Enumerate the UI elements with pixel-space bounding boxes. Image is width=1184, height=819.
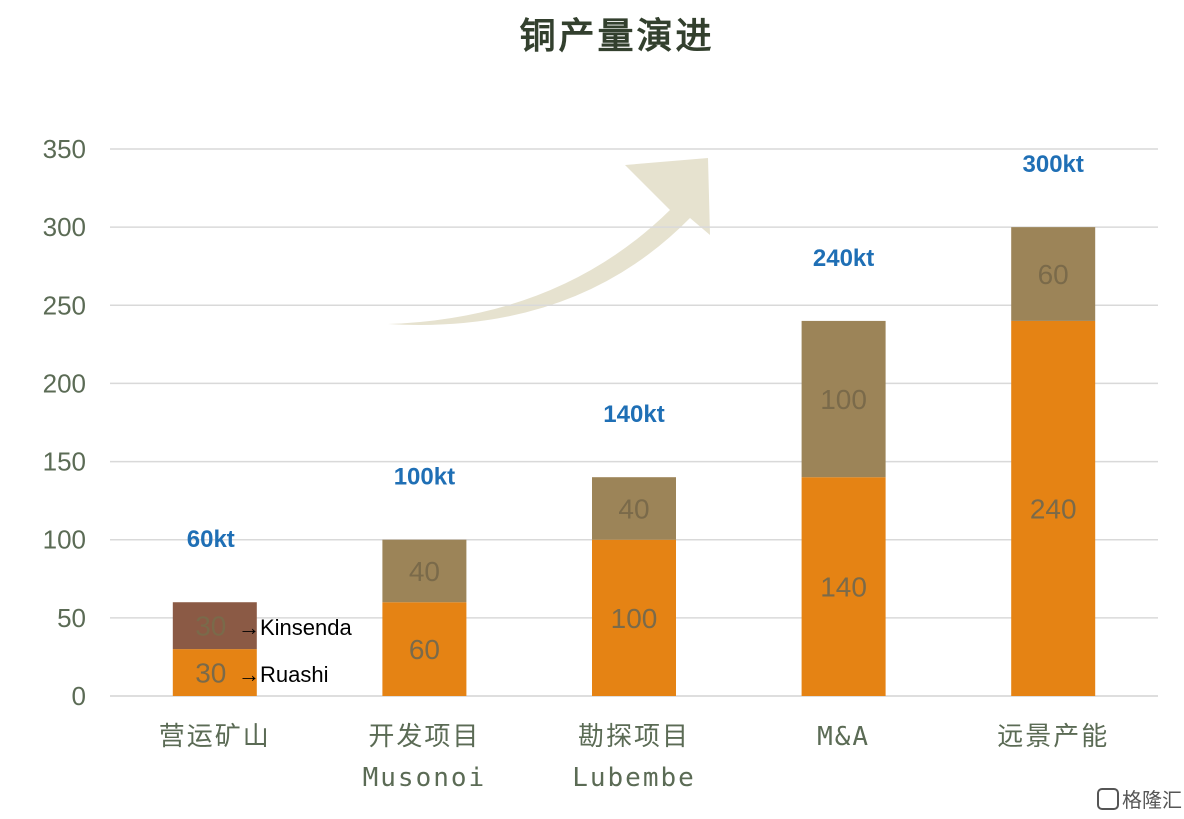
growth-arrow <box>388 158 710 325</box>
bar-segment-top <box>1011 227 1096 321</box>
y-axis-labels: 0 50 100 150 200 250 300 350 <box>43 134 86 711</box>
y-tick-label: 250 <box>43 290 86 320</box>
bar-labels: 30 30 60kt 60 40 100kt 100 40 140kt 140 100 240kt 24… <box>187 151 1084 688</box>
y-tick-label: 300 <box>43 212 86 242</box>
total-label: 300kt <box>1023 151 1084 178</box>
bar-segment-bottom <box>1011 320 1096 696</box>
bars <box>172 227 1096 696</box>
bar-segment-top <box>801 320 886 478</box>
segment-value-label: 100 <box>820 384 867 415</box>
bar-segment-bottom <box>172 649 257 696</box>
category-labels: 营运矿山 开发项目 Musonoi 勘探项目 Lubembe M&A 远景产能 <box>159 722 1109 793</box>
segment-value-label: 100 <box>611 603 658 634</box>
category-label: 营运矿山 <box>159 722 271 752</box>
segment-value-label: 60 <box>1038 259 1069 290</box>
segment-value-label: 40 <box>409 556 440 587</box>
y-tick-label: 0 <box>72 681 86 711</box>
segment-value-label: 240 <box>1030 493 1077 524</box>
bar-segment-top <box>592 477 676 540</box>
watermark-text: 格隆汇 <box>1122 788 1182 812</box>
y-tick-label: 50 <box>57 603 86 633</box>
segment-value-label: 40 <box>618 493 649 524</box>
total-label: 60kt <box>187 526 235 553</box>
category-label: M&A <box>817 722 870 752</box>
y-tick-label: 150 <box>43 447 86 477</box>
segment-value-label: 140 <box>820 572 867 603</box>
category-label: 勘探项目 <box>578 722 690 752</box>
total-label: 140kt <box>603 401 664 428</box>
category-label: Musonoi <box>363 763 487 793</box>
watermark: 格隆汇 <box>1097 788 1182 812</box>
watermark-logo-icon <box>1097 788 1119 810</box>
annotation-ruashi: →Ruashi <box>238 662 328 687</box>
chart-title: 铜产量演进 <box>519 15 714 57</box>
category-label: 开发项目 <box>368 722 480 752</box>
y-tick-label: 200 <box>43 368 86 398</box>
category-label: Lubembe <box>572 763 696 793</box>
total-label: 240kt <box>813 245 874 272</box>
y-tick-label: 350 <box>43 134 86 164</box>
bar-segment-top <box>172 602 257 650</box>
segment-value-label: 60 <box>409 634 440 665</box>
bar-segment-bottom <box>592 539 676 696</box>
category-label: 远景产能 <box>997 722 1109 752</box>
bar-segment-bottom <box>801 477 886 696</box>
bar-segment-top <box>382 539 467 603</box>
segment-value-label: 30 <box>195 611 226 642</box>
bar-segment-bottom <box>382 602 467 696</box>
y-tick-label: 100 <box>43 525 86 555</box>
annotation-kinsenda: →Kinsenda <box>238 615 353 640</box>
segment-value-label: 30 <box>195 658 226 689</box>
total-label: 100kt <box>394 464 455 491</box>
